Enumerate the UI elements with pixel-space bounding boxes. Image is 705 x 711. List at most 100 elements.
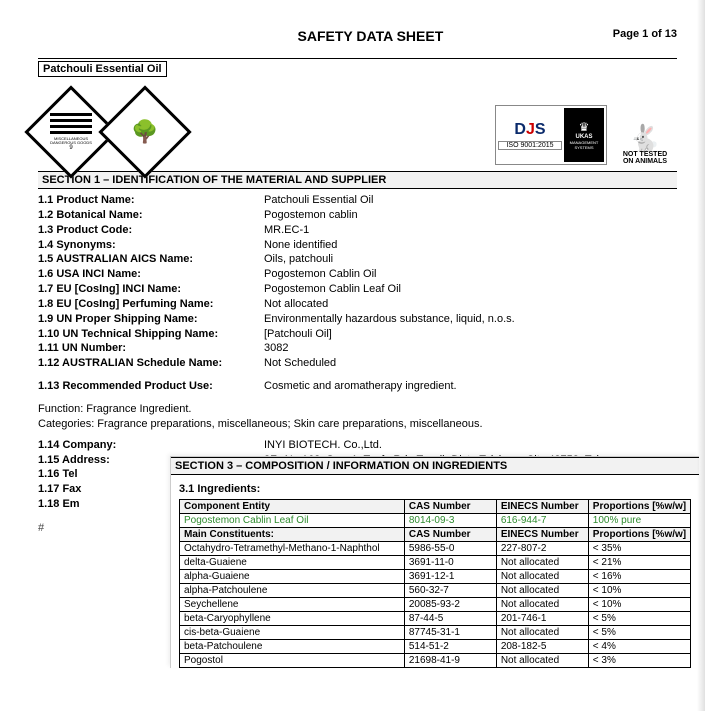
field-val: Not allocated (264, 297, 677, 312)
table-cell: 3691-12-1 (404, 570, 496, 584)
use-key: 1.13 Recommended Product Use: (38, 379, 264, 394)
table-cell: 208-182-5 (496, 640, 588, 654)
field-key: 1.3 Product Code: (38, 223, 264, 238)
table-cell: < 16% (588, 570, 690, 584)
table-cell: 21698-41-9 (404, 654, 496, 668)
iso-label: ISO 9001:2015 (498, 141, 562, 150)
table-cell: 20085-93-2 (404, 598, 496, 612)
field-val: MR.EC-1 (264, 223, 677, 238)
bunny-line1: NOT TESTED (613, 151, 677, 158)
field-val: [Patchouli Oil] (264, 327, 677, 342)
table-cell: 8014-09-3 (404, 514, 496, 528)
table-cell: < 10% (588, 598, 690, 612)
table-cell: < 35% (588, 542, 690, 556)
table-cell: beta-Patchoulene (180, 640, 405, 654)
field-val: INYI BIOTECH. Co.,Ltd. (264, 438, 677, 453)
function-line: Function: Fragrance Ingredient. (38, 402, 677, 417)
table-cell: Not allocated (496, 556, 588, 570)
table-cell: < 5% (588, 626, 690, 640)
table-cell: Not allocated (496, 626, 588, 640)
field-val: 3082 (264, 341, 677, 356)
identification-fields: 1.1 Product Name:Patchouli Essential Oil… (38, 193, 677, 371)
categories-line: Categories: Fragrance preparations, misc… (38, 417, 677, 432)
field-key: 1.2 Botanical Name: (38, 208, 264, 223)
table-header-cell: EINECS Number (496, 500, 588, 514)
field-val: Environmentally hazardous substance, liq… (264, 312, 677, 327)
recommended-use: 1.13 Recommended Product Use: Cosmetic a… (38, 379, 677, 394)
table-cell: Pogostol (180, 654, 405, 668)
use-val: Cosmetic and aromatherapy ingredient. (264, 379, 677, 394)
bunny-line2: ON ANIMALS (613, 158, 677, 165)
table-cell: 227-807-2 (496, 542, 588, 556)
table-cell: 3691-11-0 (404, 556, 496, 570)
table-cell: < 21% (588, 556, 690, 570)
ingredients-sub: 3.1 Ingredients: (179, 483, 691, 495)
table-cell: alpha-Patchoulene (180, 584, 405, 598)
ingredients-table: Component EntityCAS NumberEINECS NumberP… (179, 499, 691, 668)
field-key: 1.11 UN Number: (38, 341, 264, 356)
section3-overlay: SECTION 3 – COMPOSITION / INFORMATION ON… (170, 456, 699, 668)
field-val: Pogostemon Cablin Leaf Oil (264, 282, 677, 297)
table-cell: 201-746-1 (496, 612, 588, 626)
field-val: Pogostemon Cablin Oil (264, 267, 677, 282)
table-header-cell: Main Constituents: (180, 528, 405, 542)
table-header-cell: CAS Number (404, 528, 496, 542)
table-cell: cis-beta-Guaiene (180, 626, 405, 640)
table-cell: Octahydro-Tetramethyl-Methano-1-Naphthol (180, 542, 405, 556)
field-val: Not Scheduled (264, 356, 677, 371)
section3-header: SECTION 3 – COMPOSITION / INFORMATION ON… (171, 457, 699, 475)
field-key: 1.6 USA INCI Name: (38, 267, 264, 282)
field-key: 1.5 AUSTRALIAN AICS Name: (38, 252, 264, 267)
crown-icon: ♛ (579, 120, 590, 134)
hazard-class: 9 (41, 145, 101, 151)
table-cell: < 5% (588, 612, 690, 626)
page-edge-shadow (697, 0, 705, 711)
field-key: 1.14 Company: (38, 438, 264, 453)
table-cell: 514-51-2 (404, 640, 496, 654)
hazard-pictograms: MISCELLANEOUS DANGEROUS GOODS 9 🌳 (38, 99, 178, 165)
ukas-sublabel: MANAGEMENT SYSTEMS (564, 140, 604, 150)
not-tested-animals-logo: 🐇 NOT TESTED ON ANIMALS (613, 125, 677, 165)
product-name-bar: Patchouli Essential Oil (38, 61, 167, 77)
page-header: SAFETY DATA SHEET Page 1 of 13 (38, 28, 677, 44)
field-val: Pogostemon cablin (264, 208, 677, 223)
table-cell: 100% pure (588, 514, 690, 528)
field-key: 1.4 Synonyms: (38, 238, 264, 253)
field-key: 1.10 UN Technical Shipping Name: (38, 327, 264, 342)
table-cell: < 3% (588, 654, 690, 668)
rabbit-icon: 🐇 (613, 125, 677, 151)
field-key: 1.8 EU [CosIng] Perfuming Name: (38, 297, 264, 312)
table-header-cell: EINECS Number (496, 528, 588, 542)
certification-logos: DJS ISO 9001:2015 ♛ UKAS MANAGEMENT SYST… (495, 105, 677, 165)
field-val: Oils, patchouli (264, 252, 677, 267)
field-val: None identified (264, 238, 677, 253)
field-key: 1.7 EU [CosIng] INCI Name: (38, 282, 264, 297)
field-key: 1.9 UN Proper Shipping Name: (38, 312, 264, 327)
table-cell: 5986-55-0 (404, 542, 496, 556)
hash-mark: # (38, 522, 44, 534)
table-cell: 87-44-5 (404, 612, 496, 626)
sds-page: SAFETY DATA SHEET Page 1 of 13 Patchouli… (0, 0, 705, 711)
table-cell: 87745-31-1 (404, 626, 496, 640)
table-header-cell: CAS Number (404, 500, 496, 514)
table-cell: Seychellene (180, 598, 405, 612)
table-cell: Pogostemon Cablin Leaf Oil (180, 514, 405, 528)
environment-hazard-icon: 🌳 (98, 85, 191, 178)
table-cell: Not allocated (496, 654, 588, 668)
table-cell: alpha-Guaiene (180, 570, 405, 584)
table-cell: Not allocated (496, 570, 588, 584)
divider (38, 58, 677, 59)
function-block: Function: Fragrance Ingredient. Categori… (38, 402, 677, 432)
section1-header: SECTION 1 – IDENTIFICATION OF THE MATERI… (38, 171, 677, 189)
table-cell: Not allocated (496, 598, 588, 612)
table-cell: 616-944-7 (496, 514, 588, 528)
doc-title: SAFETY DATA SHEET (128, 28, 613, 44)
field-key: 1.12 AUSTRALIAN Schedule Name: (38, 356, 264, 371)
table-cell: beta-Caryophyllene (180, 612, 405, 626)
logo-row: MISCELLANEOUS DANGEROUS GOODS 9 🌳 DJS IS… (38, 95, 677, 165)
table-cell: 560-32-7 (404, 584, 496, 598)
table-cell: < 10% (588, 584, 690, 598)
table-cell: delta-Guaiene (180, 556, 405, 570)
table-header-cell: Proportions [%w/w] (588, 500, 690, 514)
field-val: Patchouli Essential Oil (264, 193, 677, 208)
